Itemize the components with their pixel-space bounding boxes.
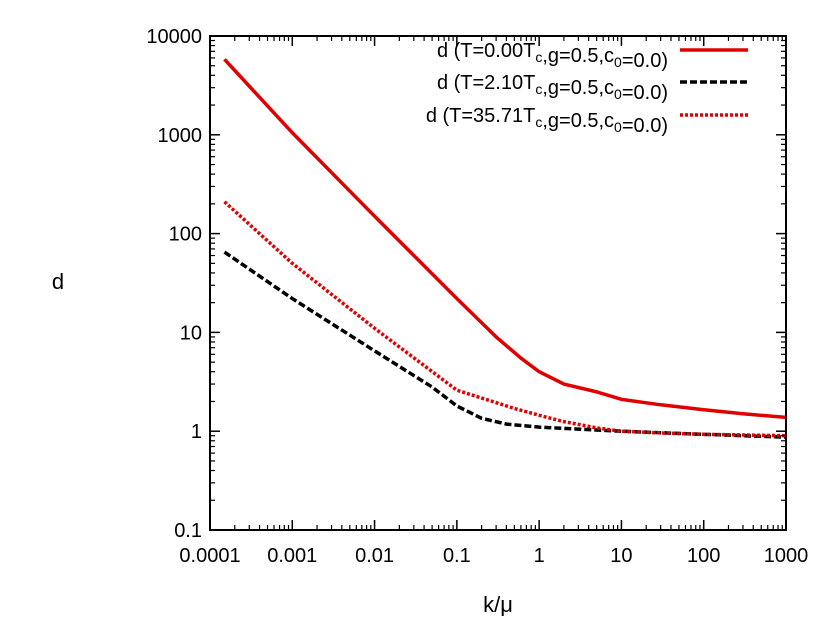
legend: d (T=0.00Tc,g=0.5,c0=0.0)d (T=2.10Tc,g=0… xyxy=(426,40,748,137)
series-line-2 xyxy=(223,250,786,439)
y-tick-label: 10000 xyxy=(146,26,202,48)
x-axis-label: k/μ xyxy=(483,592,513,617)
legend-text-post: =0.0) xyxy=(622,50,668,72)
y-tick-labels: 0.1 1 10 100 1000 10000 xyxy=(146,26,202,542)
legend-text-mid: ,g=0.5,c xyxy=(542,77,614,99)
plot-frame xyxy=(209,35,787,531)
legend-label-3: d (T=35.71Tc,g=0.5,c0=0.0) xyxy=(426,105,668,137)
legend-label-2: d (T=2.10Tc,g=0.5,c0=0.0) xyxy=(437,72,668,104)
x-tick-label: 0.001 xyxy=(267,545,317,567)
legend-text-pre: d (T=35.71T xyxy=(426,105,536,127)
legend-text-post: =0.0) xyxy=(622,82,668,104)
legend-text-mid: ,g=0.5,c xyxy=(542,45,614,67)
x-tick-label: 10 xyxy=(610,545,632,567)
legend-text-sub: c xyxy=(535,114,542,130)
legend-text-pre: d (T=2.10T xyxy=(437,72,535,94)
x-tick-label: 0.0001 xyxy=(179,545,240,567)
legend-text-sub: c xyxy=(535,81,542,97)
y-tick-label: 1000 xyxy=(158,125,203,147)
x-tick-label: 100 xyxy=(687,545,720,567)
series-line-1 xyxy=(223,58,786,420)
legend-text-sub: 0 xyxy=(614,119,622,135)
series-layer xyxy=(223,58,786,439)
legend-text-sub: 0 xyxy=(614,54,622,70)
x-tick-label: 0.01 xyxy=(355,545,394,567)
x-tick-label: 1 xyxy=(534,545,545,567)
x-tick-label: 0.1 xyxy=(443,545,471,567)
legend-text-mid: ,g=0.5,c xyxy=(542,110,614,132)
ticks-layer xyxy=(209,35,787,531)
x-tick-labels: 0.0001 0.001 0.01 0.1 1 10 100 1000 xyxy=(179,545,808,567)
legend-text-pre: d (T=0.00T xyxy=(437,40,535,62)
y-tick-label: 100 xyxy=(169,224,202,246)
plot-area xyxy=(209,35,787,531)
legend-text-sub: 0 xyxy=(614,86,622,102)
legend-label-1: d (T=0.00Tc,g=0.5,c0=0.0) xyxy=(437,40,668,72)
y-tick-label: 1 xyxy=(191,421,202,443)
y-axis-label: d xyxy=(52,269,64,294)
y-tick-label: 10 xyxy=(180,322,202,344)
legend-text-post: =0.0) xyxy=(622,115,668,137)
y-tick-label: 0.1 xyxy=(174,520,202,542)
series-line-3 xyxy=(223,200,786,438)
legend-text-sub: c xyxy=(535,49,542,65)
x-tick-label: 1000 xyxy=(764,545,809,567)
